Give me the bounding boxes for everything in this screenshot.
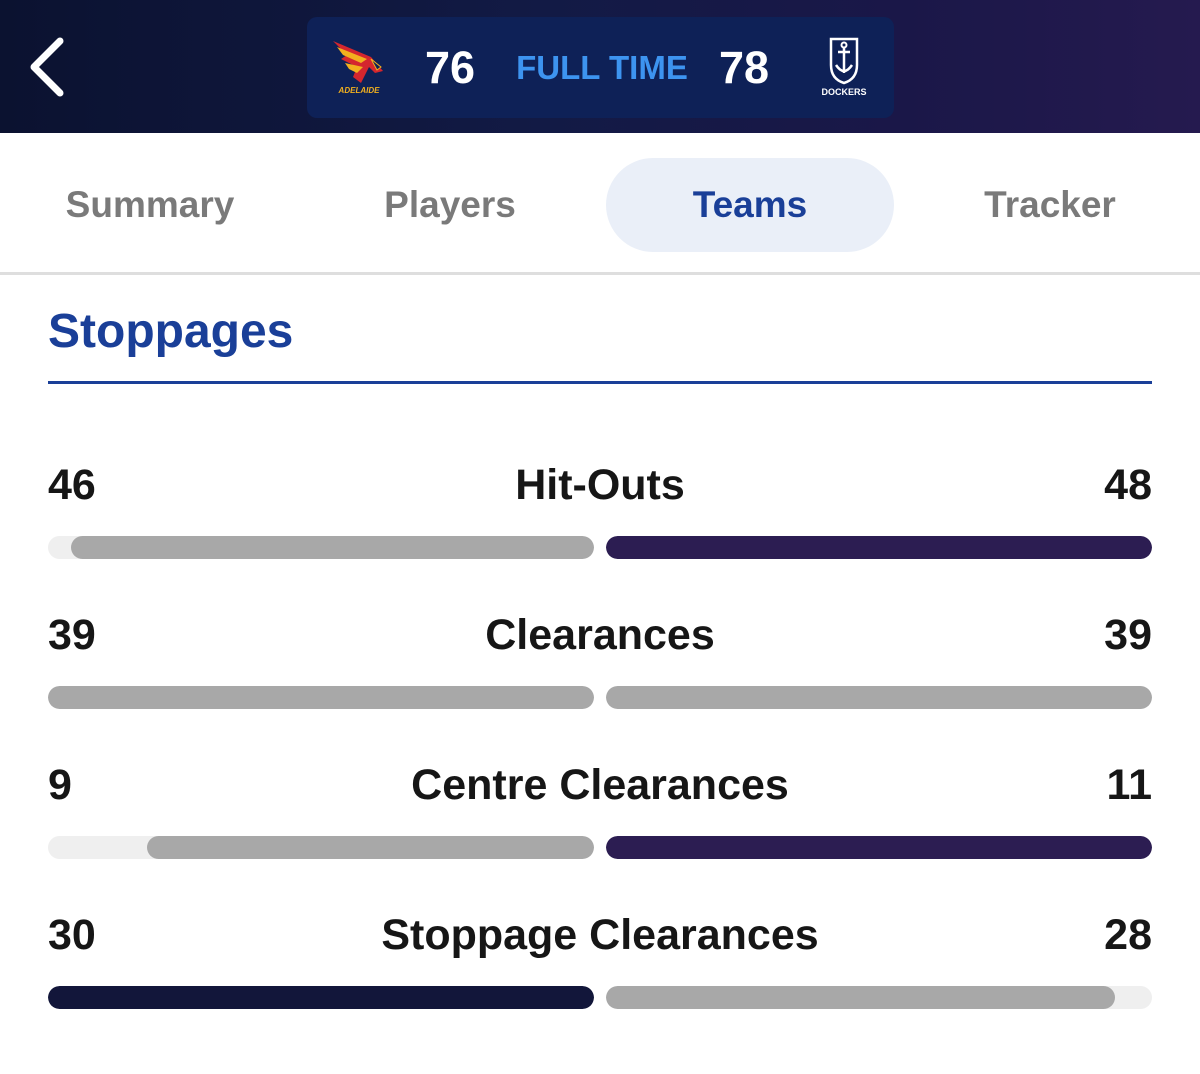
stat-label: Hit-Outs (515, 461, 685, 509)
tab-label: Summary (65, 184, 235, 225)
away-bar-track (606, 686, 1152, 709)
away-stat-value: 48 (1104, 461, 1152, 509)
away-score: 78 (719, 42, 770, 93)
tab-bar: Summary Players Teams Tracker (0, 133, 1200, 275)
away-bar-track (606, 536, 1152, 559)
away-team-name: DOCKERS (821, 87, 867, 97)
crows-logo-icon: ADELAIDE (331, 37, 387, 97)
home-bar-track (48, 836, 594, 859)
home-stat-value: 46 (48, 461, 96, 509)
home-bar-fill (147, 836, 594, 859)
away-bar-fill (606, 836, 1152, 859)
stat-row: 9 Centre Clearances 11 (48, 760, 1152, 870)
section-divider (48, 381, 1152, 384)
home-bar-fill (48, 686, 594, 709)
away-bar-fill (606, 986, 1116, 1009)
tab-label: Tracker (984, 184, 1116, 225)
away-bar-track (606, 986, 1152, 1009)
stat-row: 30 Stoppage Clearances 28 (48, 910, 1152, 1020)
away-stat-value: 11 (1106, 761, 1152, 809)
scoreboard: ADELAIDE 76 FULL TIME 78 DOCKERS (307, 17, 894, 118)
stat-row: 46 Hit-Outs 48 (48, 460, 1152, 570)
home-stat-value: 39 (48, 611, 96, 659)
away-bar-track (606, 836, 1152, 859)
stat-label: Clearances (485, 611, 715, 659)
away-stat-value: 28 (1104, 911, 1152, 959)
tab-tracker[interactable]: Tracker (910, 158, 1190, 252)
tab-summary[interactable]: Summary (10, 158, 290, 252)
home-team-name: ADELAIDE (338, 86, 380, 95)
away-bar-fill (606, 686, 1152, 709)
home-bar-track (48, 686, 594, 709)
tab-teams[interactable]: Teams (606, 158, 894, 252)
tab-players[interactable]: Players (310, 158, 590, 252)
home-bar-fill (70, 536, 594, 559)
back-button[interactable] (18, 30, 74, 104)
away-bar-fill (606, 536, 1152, 559)
stat-label: Centre Clearances (411, 761, 789, 809)
home-bar-fill (48, 986, 594, 1009)
stat-label: Stoppage Clearances (381, 911, 819, 959)
stat-row: 39 Clearances 39 (48, 610, 1152, 720)
tab-label: Players (384, 184, 516, 225)
chevron-left-icon (30, 37, 64, 97)
away-stat-value: 39 (1104, 611, 1152, 659)
home-score: 76 (425, 42, 476, 93)
tab-label: Teams (692, 184, 808, 225)
dockers-logo-icon: DOCKERS (817, 35, 871, 101)
match-status: FULL TIME (516, 49, 688, 86)
match-header: ADELAIDE 76 FULL TIME 78 DOCKERS (0, 0, 1200, 133)
home-bar-track (48, 536, 594, 559)
home-stat-value: 9 (48, 761, 72, 809)
home-stat-value: 30 (48, 911, 96, 959)
home-bar-track (48, 986, 594, 1009)
section-title: Stoppages (48, 305, 294, 358)
